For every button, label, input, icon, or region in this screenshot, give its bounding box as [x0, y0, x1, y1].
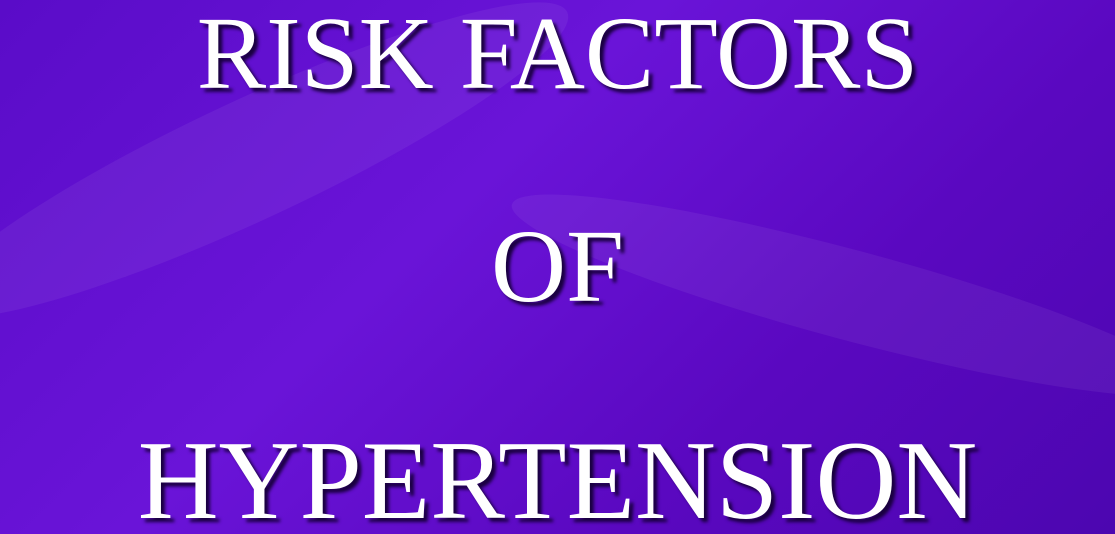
- title-line: HYPERTENSION: [137, 419, 978, 534]
- title-line: RISK FACTORS: [196, 0, 919, 111]
- title-line: OF: [491, 209, 624, 324]
